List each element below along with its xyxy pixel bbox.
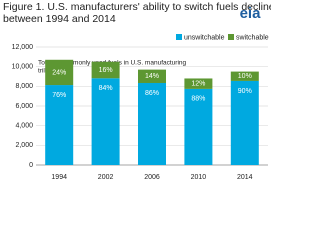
bar-segment <box>230 71 259 81</box>
x-tick-label: 2002 <box>98 174 114 181</box>
bar-label: 12% <box>191 81 205 88</box>
bar-segment <box>45 59 74 86</box>
bar-segment <box>138 82 166 165</box>
bar-label: 88% <box>191 96 205 103</box>
chart: Figure 1. U.S. manufacturers' ability to… <box>3 1 271 181</box>
bar-label: 16% <box>99 67 113 74</box>
y-tick-label: 0 <box>29 162 33 169</box>
bar-segment <box>91 61 120 79</box>
bar-label: 24% <box>52 69 66 76</box>
chart-title: Figure 1. U.S. manufacturers' ability to… <box>3 1 271 13</box>
y-tick-label: 6,000 <box>15 103 33 110</box>
bar-label: 86% <box>145 90 159 97</box>
bar-segment <box>91 78 120 165</box>
logo: eia <box>240 5 262 22</box>
legend-swatch <box>228 34 234 40</box>
x-tick-label: 2006 <box>144 174 160 181</box>
bar-segment <box>184 78 213 89</box>
legend-label: switchable <box>236 34 269 41</box>
bar-segment <box>138 69 166 83</box>
bar-label: 10% <box>238 73 252 80</box>
x-tick-label: 1994 <box>51 174 67 181</box>
y-tick-label: 2,000 <box>15 142 33 149</box>
bar-segment <box>45 85 74 165</box>
bar-label: 14% <box>145 73 159 80</box>
y-tick-label: 10,000 <box>12 64 34 71</box>
y-tick-label: 12,000 <box>12 44 34 51</box>
bar-label: 90% <box>238 88 252 95</box>
bar-label: 76% <box>52 92 66 99</box>
y-tick-label: 8,000 <box>15 83 33 90</box>
y-tick-label: 4,000 <box>15 123 33 130</box>
legend-label: unswitchable <box>184 34 225 41</box>
x-tick-label: 2010 <box>191 174 207 181</box>
bar-label: 84% <box>99 85 113 92</box>
bar-segment <box>184 88 213 165</box>
x-tick-label: 2014 <box>237 174 253 181</box>
bar-segment <box>230 80 259 165</box>
legend-swatch <box>176 34 182 40</box>
chart-title: between 1994 and 2014 <box>3 13 116 25</box>
